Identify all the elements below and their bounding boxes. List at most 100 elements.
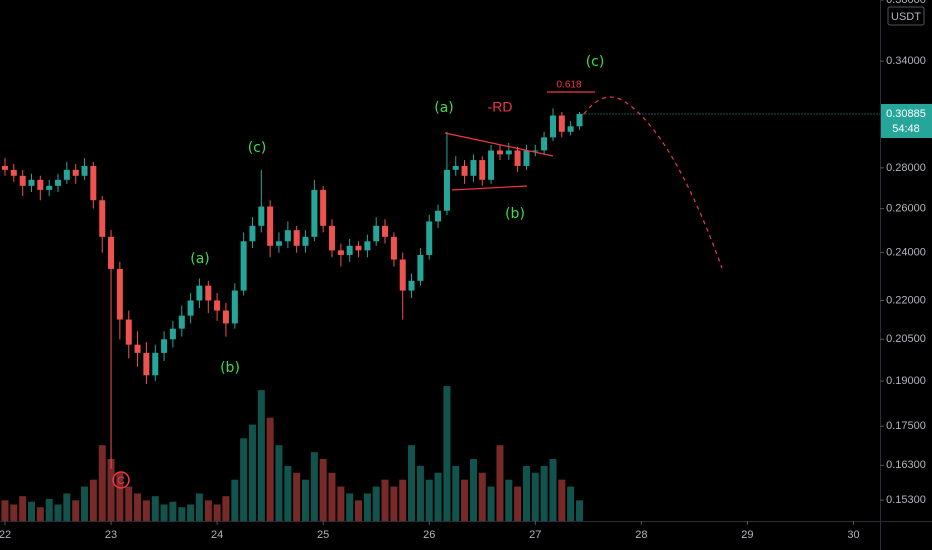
volume-bar [81,486,89,521]
price-box [881,103,932,138]
volume-bar [461,479,469,521]
volume-bar [222,496,230,521]
volume-bar [116,472,124,521]
y-tick-label: 0.20500 [886,333,926,345]
volume-bar [363,493,371,521]
volume-bar [443,386,451,521]
candle-body [541,137,548,151]
y-tick-label: 0.26000 [886,203,926,215]
candle-body [443,169,450,211]
candle-body [214,300,221,311]
candle-body [302,236,309,246]
y-tick-label: 0.22000 [886,294,926,306]
wave-label: (a) [434,100,454,116]
projection [583,96,723,269]
volume-bar [107,459,115,521]
volume-bar [266,417,274,521]
volume-bar [10,504,18,521]
candle-body [205,285,212,301]
x-tick-label: 29 [741,529,753,541]
candle-body [558,115,565,132]
volume-bar [416,465,424,521]
volume-bar [487,486,495,521]
volume-bar [425,479,433,521]
price-label: 0.30885 54:48 [579,103,932,138]
candle-body [346,245,353,255]
fib-label: 0.618 [556,80,581,91]
volume-bar [19,496,27,521]
volume-bar [45,498,53,521]
candle-body [72,169,79,176]
candle-body [496,150,503,155]
candle-body [134,344,141,353]
y-tick-label: 0.24000 [886,247,926,259]
volume-bar [160,504,168,521]
candle-body [90,165,97,201]
volume-bar [275,445,283,521]
volume-bar [452,465,460,521]
candle-body [249,225,256,242]
volume-bar [319,459,327,521]
volume-bar [54,504,62,521]
volume-bar [240,438,248,521]
volume-bar [576,500,584,521]
y-tick-label: 0.19000 [886,375,926,387]
x-tick-label: 30 [847,529,859,541]
candle-body [267,206,274,246]
volume-bar [549,459,557,521]
price-value: 0.30885 [886,108,926,120]
volume-bar [204,500,212,521]
volume-bar [284,465,292,521]
y-tick-label: 0.17500 [886,420,926,432]
candle-body [108,236,115,269]
y-tick-label: 0.38000 [886,0,926,6]
candle-body [488,150,495,180]
annotation-labels: (c) 0.618 (a) -RD (c) (a) (b) (b) C [117,54,604,487]
volume-bar [151,496,159,521]
volume-bar [469,459,477,521]
candle-body [320,189,327,226]
candle-body [19,175,26,186]
y-tick-label: 0.15300 [886,494,926,506]
volume-bar [346,493,354,521]
volume-bar [328,472,336,521]
candle-body [10,169,17,176]
volume-bar [531,472,539,521]
triangle-upper [444,132,554,157]
candle-body [46,185,53,190]
candle-body [408,280,415,291]
candle-body [222,310,229,324]
candle-body [187,300,194,316]
volume-bar [505,479,513,521]
unit-label: USDT [891,11,921,23]
candle-body [373,225,380,242]
axes: 0.38000 0.34000 0.28000 0.26000 0.24000 0.220… [0,0,926,541]
candle-body [364,241,371,251]
wave-label: (a) [190,251,210,267]
candle-body [470,160,477,176]
x-tick-label: 28 [635,529,647,541]
candle-body [125,319,132,345]
candle-body [461,165,468,176]
wave-label: (b) [505,206,525,222]
candle-body [435,210,442,222]
volume-bar [390,486,398,521]
volume-bar [142,500,150,521]
wave-label: (c) [248,140,267,156]
y-tick-label: 0.16300 [886,459,926,471]
candle-body [399,259,406,291]
volume-layer [1,386,584,521]
candle-body [337,250,344,255]
volume-bar [169,501,177,521]
candle-body [390,236,397,260]
circle-marker [112,471,130,489]
unit-box [887,6,925,26]
volume-bar [381,479,389,521]
volume-bar [257,390,265,521]
candle-body [417,254,424,281]
volume-bar [195,493,203,521]
volume-bar [567,486,575,521]
triangle-lower [451,185,528,191]
